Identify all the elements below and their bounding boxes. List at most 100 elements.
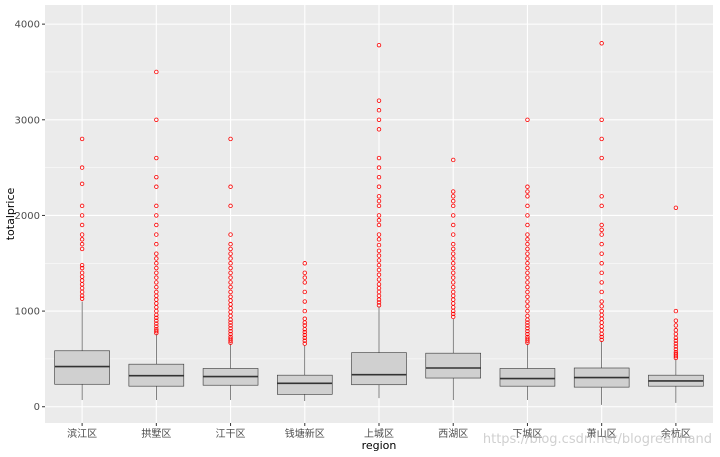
outlier-point bbox=[525, 237, 530, 242]
outlier-point bbox=[302, 329, 307, 335]
outlier-point bbox=[525, 284, 530, 290]
outlier-point bbox=[79, 246, 85, 252]
boxes-layer bbox=[54, 301, 704, 405]
outlier-point bbox=[302, 335, 307, 341]
outlier-point bbox=[673, 347, 679, 352]
outlier-point bbox=[525, 241, 530, 247]
outlier-point bbox=[673, 341, 679, 346]
outlier-point bbox=[228, 334, 233, 340]
outlier-point bbox=[525, 232, 530, 237]
outlier-point bbox=[451, 284, 456, 290]
outlier-point bbox=[599, 117, 604, 122]
outlier-point bbox=[451, 157, 456, 163]
outlier-point bbox=[79, 270, 85, 276]
outlier-point bbox=[673, 350, 679, 355]
outlier-point bbox=[228, 241, 233, 247]
outlier-point bbox=[376, 108, 382, 113]
outlier-point bbox=[154, 117, 159, 122]
outlier-point bbox=[451, 194, 456, 199]
outlier-point bbox=[154, 321, 159, 326]
outlier-point bbox=[154, 275, 159, 280]
outlier-point bbox=[154, 69, 159, 75]
outlier-point bbox=[599, 289, 604, 295]
outlier-point bbox=[302, 289, 307, 295]
outlier-point bbox=[376, 272, 382, 277]
outlier-point bbox=[451, 256, 456, 261]
outlier-point bbox=[376, 198, 382, 204]
outlier-point bbox=[228, 261, 233, 266]
outlier-point bbox=[599, 280, 604, 285]
outlier-point bbox=[376, 155, 382, 161]
outlier-point bbox=[599, 270, 604, 276]
outlier-point bbox=[376, 184, 382, 189]
outlier-point bbox=[154, 251, 159, 256]
outlier-point bbox=[525, 213, 530, 218]
outlier-point bbox=[302, 308, 307, 314]
y-tick-label: 3000 bbox=[15, 115, 40, 126]
outlier-point bbox=[154, 280, 159, 285]
outlier-point bbox=[228, 284, 233, 290]
outlier-point bbox=[525, 280, 530, 285]
outlier-point bbox=[376, 165, 382, 170]
outlier-point bbox=[599, 155, 604, 161]
outlier-point bbox=[525, 304, 530, 309]
outlier-point bbox=[302, 275, 307, 280]
outlier-point bbox=[79, 181, 85, 187]
outlier-point bbox=[154, 184, 159, 189]
outlier-point bbox=[228, 275, 233, 280]
outlier-point bbox=[228, 265, 233, 271]
outlier-point bbox=[376, 262, 382, 268]
outlier-point bbox=[525, 328, 530, 334]
outlier-point bbox=[673, 338, 679, 343]
outlier-point bbox=[673, 344, 679, 349]
outlier-point bbox=[451, 280, 456, 285]
outlier-point bbox=[302, 280, 307, 285]
x-tick-label: 江干区 bbox=[216, 428, 246, 440]
outlier-point bbox=[228, 328, 233, 334]
outlier-point bbox=[79, 296, 85, 301]
outlier-point bbox=[376, 194, 382, 199]
outlier-point bbox=[451, 213, 456, 218]
outlier-point bbox=[525, 222, 530, 228]
outlier-point bbox=[79, 165, 85, 170]
outlier-point bbox=[154, 222, 159, 228]
outlier-point bbox=[451, 246, 456, 252]
x-tick-label: 钱塘新区 bbox=[285, 427, 325, 440]
outlier-point bbox=[376, 248, 382, 254]
outlier-point bbox=[154, 203, 159, 209]
outlier-point bbox=[376, 42, 382, 48]
outlier-point bbox=[79, 213, 85, 218]
outlier-point bbox=[525, 289, 530, 295]
outlier-point bbox=[154, 284, 159, 290]
outlier-point bbox=[302, 299, 307, 304]
outlier-point bbox=[599, 136, 604, 142]
outlier-point bbox=[79, 241, 85, 247]
outlier-point bbox=[525, 336, 530, 342]
outlier-point bbox=[228, 336, 233, 342]
outlier-point bbox=[154, 174, 159, 180]
outlier-point bbox=[228, 251, 233, 256]
outlier-point bbox=[599, 222, 604, 228]
x-tick-label: 拱墅区 bbox=[141, 427, 171, 440]
outlier-point bbox=[154, 256, 159, 261]
outlier-point bbox=[525, 203, 530, 209]
outlier-point bbox=[154, 241, 159, 247]
outlier-point bbox=[451, 265, 456, 271]
outlier-point bbox=[79, 136, 85, 142]
outlier-point bbox=[673, 323, 679, 328]
outlier-point bbox=[154, 289, 159, 295]
outlier-point bbox=[228, 256, 233, 261]
outlier-point bbox=[599, 304, 604, 309]
outlier-point bbox=[599, 261, 604, 266]
outlier-point bbox=[673, 205, 679, 210]
outlier-point bbox=[525, 275, 530, 280]
outlier-point bbox=[673, 308, 679, 314]
outlier-point bbox=[599, 334, 604, 340]
x-tick-label: 余杭区 bbox=[661, 427, 691, 440]
outlier-point bbox=[525, 184, 530, 189]
outlier-point bbox=[525, 256, 530, 261]
outlier-point bbox=[525, 326, 530, 331]
x-tick-label: 西湖区 bbox=[438, 428, 468, 440]
outlier-point bbox=[599, 251, 604, 256]
outlier-point bbox=[154, 318, 159, 323]
